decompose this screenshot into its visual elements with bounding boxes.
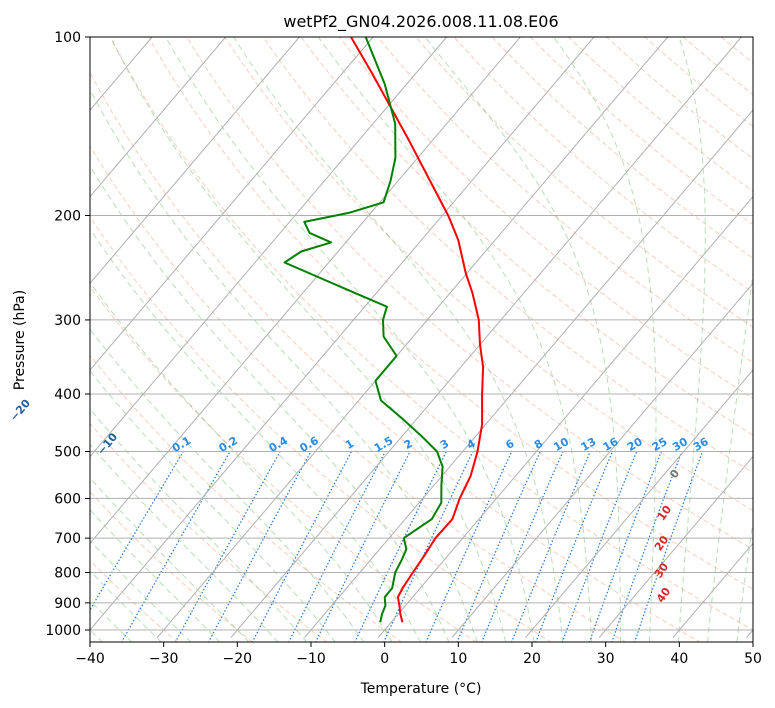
mixing-ratio-line [425, 451, 513, 642]
moist-adiabat-line [90, 88, 478, 642]
x-axis: −40 −30 −20 −10 0 10 20 30 40 50 [75, 642, 762, 667]
x-tick-label: 20 [523, 651, 541, 667]
plot-background [90, 37, 753, 642]
y-axis: 100 200 300 400 500 600 700 800 900 1000 [45, 30, 90, 639]
isotherm-gridline [90, 37, 300, 285]
mixing-ratio-line [207, 451, 312, 642]
dry-adiabats [90, 37, 753, 642]
dry-adiabat-line [90, 491, 253, 642]
isotherm-gridline [598, 455, 753, 638]
isotherm-gridline [230, 37, 742, 638]
dry-adiabat-label: −20 [7, 397, 33, 424]
dry-adiabat-line [186, 37, 753, 551]
dry-adiabat-line [90, 285, 477, 642]
dry-adiabat-line [90, 145, 627, 642]
moist-adiabat-line [165, 37, 535, 642]
moist-adiabat-line [90, 227, 421, 642]
moist-adiabat-line [424, 37, 621, 642]
y-tick-label: 500 [54, 444, 81, 460]
dry-adiabat-line [90, 422, 328, 642]
moist-adiabat-line [317, 37, 593, 642]
dry-adiabat-line [262, 37, 753, 474]
y-tick-label: 1000 [45, 623, 81, 639]
mixing-ratio-line [288, 451, 386, 642]
x-tick-label: −40 [75, 651, 105, 667]
temperature-profile-line [350, 37, 485, 623]
isotherm-gridline [90, 37, 521, 545]
moist-adiabat-line [90, 328, 365, 642]
y-tick-label: 600 [54, 491, 81, 507]
moist-adiabat-line [109, 37, 507, 642]
dry-adiabat-line [147, 37, 753, 590]
x-tick-label: 30 [597, 651, 615, 667]
y-tick-label: 400 [54, 387, 81, 403]
isotherm-gridline [525, 369, 753, 638]
y-tick-label: 800 [54, 566, 81, 582]
x-tick-label: 10 [449, 651, 467, 667]
isotherm-gridline [90, 37, 448, 458]
y-axis-label: Pressure (hPa) [12, 290, 28, 390]
isotherm-gridlines [0, 37, 753, 638]
isotherm-gridline [451, 282, 753, 638]
dry-adiabat-line [90, 216, 552, 642]
moist-adiabat-line [90, 443, 279, 642]
x-axis-label: Temperature (°C) [360, 681, 482, 697]
isotherm-gridline [304, 109, 753, 638]
x-tick-label: −10 [296, 651, 326, 667]
dry-adiabat-line [376, 37, 753, 364]
isobar-gridlines [90, 37, 753, 631]
moist-adiabat-line [553, 37, 657, 642]
sounding-series [283, 37, 485, 623]
moist-adiabat-line [678, 37, 706, 642]
moist-adiabats [90, 37, 753, 642]
mixing-ratio-line [174, 451, 281, 642]
x-tick-label: −20 [223, 651, 253, 667]
y-tick-label: 300 [54, 313, 81, 329]
moist-adiabat-line [90, 281, 393, 642]
isotherm-gridline [0, 37, 5, 638]
moist-adiabat-line [90, 408, 308, 642]
x-tick-label: 0 [380, 651, 389, 667]
x-tick-label: 50 [744, 651, 762, 667]
moist-adiabat-line [90, 570, 163, 642]
moist-adiabat-line [707, 269, 753, 642]
mixing-ratio-line [354, 451, 447, 642]
x-tick-label: 40 [670, 651, 688, 667]
moist-adiabat-line [90, 540, 192, 642]
moist-adiabat-line [90, 370, 336, 642]
dewpoint-profile-line [283, 37, 444, 623]
moist-adiabat-line [736, 519, 753, 642]
isotherm-gridline [90, 37, 595, 631]
isotherm-gridline [377, 195, 753, 638]
isotherm-gridline [156, 37, 669, 638]
mixing-ratio-line [251, 451, 353, 642]
mixing-ratio-line [315, 451, 411, 642]
isotherm-gridline [90, 37, 374, 371]
chart-title: wetPf2_GN04.2026.008.11.08.E06 [283, 12, 558, 32]
mixing-ratio-line [510, 451, 591, 642]
mixing-ratio-line [535, 451, 613, 642]
mixing-ratio-line [561, 451, 638, 642]
moist-adiabat-line [233, 37, 564, 642]
plot-frame [89, 36, 754, 643]
mixing-ratio-line [456, 451, 541, 642]
x-tick-label: −30 [149, 651, 179, 667]
dry-adiabat-line [90, 71, 701, 642]
dry-adiabat-line [415, 37, 753, 328]
y-tick-label: 200 [54, 209, 81, 225]
y-tick-label: 100 [54, 30, 81, 46]
mixing-ratio-line [588, 451, 662, 642]
mixing-ratio-line [634, 451, 704, 642]
isotherm-gridline [90, 37, 227, 198]
moist-adiabat-line [90, 165, 450, 642]
dry-adiabat-line [109, 37, 753, 631]
y-tick-label: 700 [54, 531, 81, 547]
mixing-ratio-line [611, 451, 683, 642]
y-tick-label: 900 [54, 596, 81, 612]
